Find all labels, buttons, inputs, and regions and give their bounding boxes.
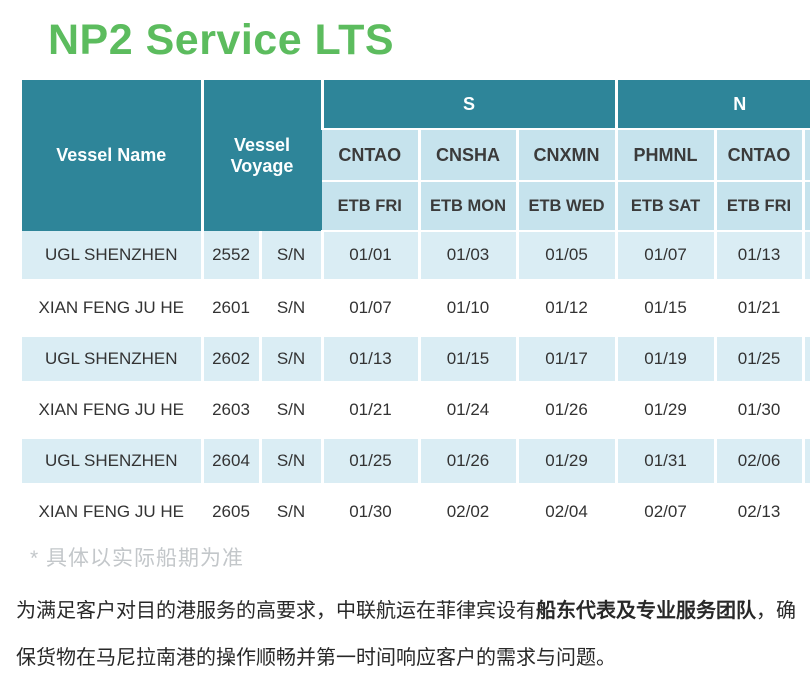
etb-date-cell: 02/04 bbox=[515, 486, 617, 541]
etb-date-cell: 01/25 bbox=[320, 435, 419, 490]
direction-cell: S/N bbox=[258, 435, 322, 490]
etb-header-row: ETB FRI ETB MON ETB WED ETB SAT ETB FRI bbox=[22, 181, 810, 232]
group-header-n: N bbox=[614, 80, 810, 130]
direction-cell: S/N bbox=[258, 282, 322, 337]
vessel-name-cell: XIAN FENG JU HE bbox=[22, 486, 202, 541]
voyage-number-cell: 2601 bbox=[200, 282, 260, 337]
etb-date-cell: 02/06 bbox=[713, 435, 804, 490]
port-header: CNXMN bbox=[515, 129, 617, 182]
etb-date-cell: 02/02 bbox=[417, 486, 517, 541]
vessel-voyage-header: Vessel Voyage bbox=[200, 80, 322, 231]
cutoff-cell bbox=[801, 282, 810, 337]
cutoff-cell bbox=[801, 384, 810, 439]
direction-cell: S/N bbox=[258, 384, 322, 439]
table-row: XIAN FENG JU HE 2605 S/N 01/30 02/02 02/… bbox=[22, 486, 810, 541]
etb-date-cell: 01/30 bbox=[320, 486, 419, 541]
vessel-name-cell: XIAN FENG JU HE bbox=[22, 282, 202, 337]
group-header-s: S bbox=[320, 80, 617, 130]
etb-date-cell: 01/21 bbox=[320, 384, 419, 439]
direction-cell: S/N bbox=[258, 486, 322, 541]
table-row: XIAN FENG JU HE 2601 S/N 01/07 01/10 01/… bbox=[22, 282, 810, 337]
port-header-cutoff bbox=[801, 129, 810, 182]
etb-date-cell: 01/15 bbox=[614, 282, 716, 337]
etb-date-cell: 01/26 bbox=[515, 384, 617, 439]
etb-date-cell: 01/03 bbox=[417, 231, 517, 286]
service-description-text: 为满足客户对目的港服务的高要求，中联航运在菲律宾设有 bbox=[16, 600, 536, 622]
etb-header-cutoff bbox=[801, 181, 810, 232]
etb-date-cell: 01/12 bbox=[515, 282, 617, 337]
page-title: NP2 Service LTS bbox=[48, 16, 395, 64]
etb-date-cell: 01/19 bbox=[614, 333, 716, 388]
cutoff-cell bbox=[801, 435, 810, 490]
etb-date-cell: 01/13 bbox=[713, 231, 804, 286]
voyage-number-cell: 2602 bbox=[200, 333, 260, 388]
schedule-footnote: * 具体以实际船期为准 bbox=[30, 547, 245, 570]
etb-date-cell: 01/05 bbox=[515, 231, 617, 286]
vessel-name-cell: UGL SHENZHEN bbox=[22, 231, 202, 286]
vessel-name-cell: UGL SHENZHEN bbox=[22, 333, 202, 388]
etb-date-cell: 01/07 bbox=[320, 282, 419, 337]
cutoff-cell bbox=[801, 231, 810, 286]
etb-date-cell: 01/29 bbox=[515, 435, 617, 490]
etb-date-cell: 01/30 bbox=[713, 384, 804, 439]
port-header-row: CNTAO CNSHA CNXMN PHMNL CNTAO bbox=[22, 129, 810, 182]
etb-date-cell: 01/07 bbox=[614, 231, 716, 286]
group-header-row: Vessel Name Vessel Voyage S N bbox=[22, 80, 810, 231]
etb-date-cell: 01/29 bbox=[614, 384, 716, 439]
service-description-text: ，确保货物在马尼拉南港的操作顺畅并第一时间响应客户的需求与问题。 bbox=[16, 600, 796, 669]
port-header: CNTAO bbox=[322, 129, 419, 182]
etb-date-cell: 01/15 bbox=[417, 333, 517, 388]
port-header: PHMNL bbox=[614, 129, 716, 182]
etb-date-cell: 01/01 bbox=[320, 231, 419, 286]
schedule-table: Vessel Name Vessel Voyage S N CNTAO CNSH… bbox=[22, 80, 810, 541]
voyage-number-cell: 2604 bbox=[200, 435, 260, 490]
cutoff-cell bbox=[801, 333, 810, 388]
table-row: XIAN FENG JU HE 2603 S/N 01/21 01/24 01/… bbox=[22, 384, 810, 439]
voyage-number-cell: 2605 bbox=[200, 486, 260, 541]
vessel-name-cell: UGL SHENZHEN bbox=[22, 435, 202, 490]
vessel-name-cell: XIAN FENG JU HE bbox=[22, 384, 202, 439]
service-description-bold: 船东代表及专业服务团队 bbox=[536, 600, 756, 622]
etb-date-cell: 02/13 bbox=[713, 486, 804, 541]
etb-date-cell: 02/07 bbox=[614, 486, 716, 541]
etb-date-cell: 01/17 bbox=[515, 333, 617, 388]
etb-date-cell: 01/31 bbox=[614, 435, 716, 490]
etb-date-cell: 01/25 bbox=[713, 333, 804, 388]
etb-header: ETB SAT bbox=[614, 181, 716, 232]
table-row: UGL SHENZHEN 2604 S/N 01/25 01/26 01/29 … bbox=[22, 435, 810, 490]
etb-header: ETB MON bbox=[417, 181, 517, 232]
etb-date-cell: 01/21 bbox=[713, 282, 804, 337]
direction-cell: S/N bbox=[258, 333, 322, 388]
etb-header: ETB WED bbox=[515, 181, 617, 232]
vessel-name-header: Vessel Name bbox=[22, 80, 202, 231]
table-row: UGL SHENZHEN 2602 S/N 01/13 01/15 01/17 … bbox=[22, 333, 810, 388]
etb-date-cell: 01/13 bbox=[320, 333, 419, 388]
etb-header: ETB FRI bbox=[322, 181, 419, 232]
port-header: CNTAO bbox=[713, 129, 804, 182]
schedule-table-container: Vessel Name Vessel Voyage S N CNTAO CNSH… bbox=[22, 80, 810, 541]
cutoff-cell bbox=[801, 486, 810, 541]
etb-date-cell: 01/10 bbox=[417, 282, 517, 337]
voyage-number-cell: 2552 bbox=[200, 231, 260, 286]
voyage-number-cell: 2603 bbox=[200, 384, 260, 439]
port-header: CNSHA bbox=[417, 129, 517, 182]
etb-date-cell: 01/26 bbox=[417, 435, 517, 490]
etb-date-cell: 01/24 bbox=[417, 384, 517, 439]
table-row: UGL SHENZHEN 2552 S/N 01/01 01/03 01/05 … bbox=[22, 231, 810, 286]
service-description: 为满足客户对目的港服务的高要求，中联航运在菲律宾设有船东代表及专业服务团队，确保… bbox=[16, 588, 802, 682]
etb-header: ETB FRI bbox=[713, 181, 804, 232]
direction-cell: S/N bbox=[258, 231, 322, 286]
schedule-table-body: UGL SHENZHEN 2552 S/N 01/01 01/03 01/05 … bbox=[22, 231, 810, 541]
